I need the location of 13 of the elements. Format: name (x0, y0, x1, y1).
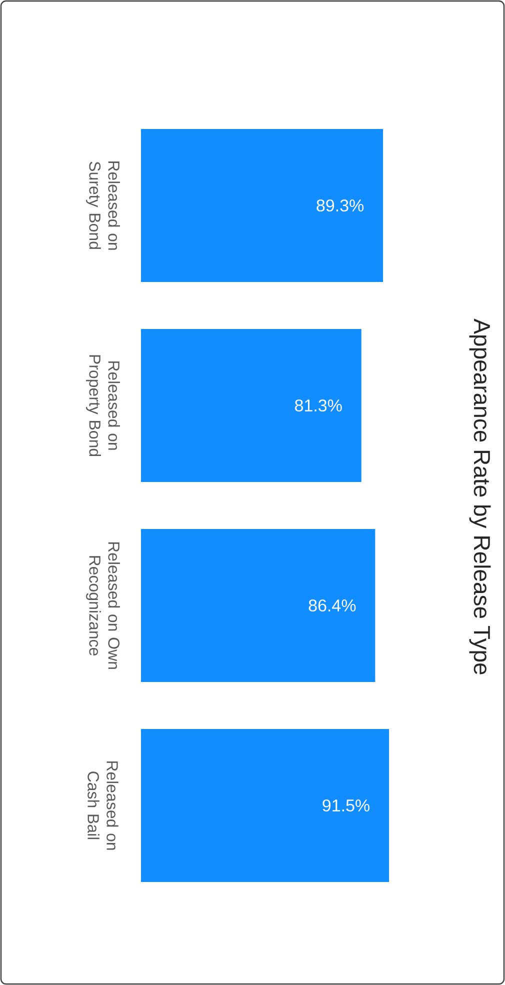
data-label: 89.3% (316, 199, 364, 212)
y-tick-label: Released on Property Bond (86, 355, 120, 456)
y-tick-label: Released on Cash Bail (88, 761, 118, 850)
text: Appearance Rate by Release Type (469, 318, 491, 674)
data-label: 81.3% (294, 399, 342, 412)
bar (140, 528, 376, 682)
data-label: 86.4% (308, 599, 356, 612)
y-tick-label: Released on Surety Bond (86, 161, 120, 250)
y-tick-label: Released on Own Recognizance (86, 542, 120, 669)
data-label: 91.5% (322, 799, 370, 812)
bar (140, 328, 362, 482)
bar (140, 728, 389, 882)
bar (140, 129, 384, 282)
